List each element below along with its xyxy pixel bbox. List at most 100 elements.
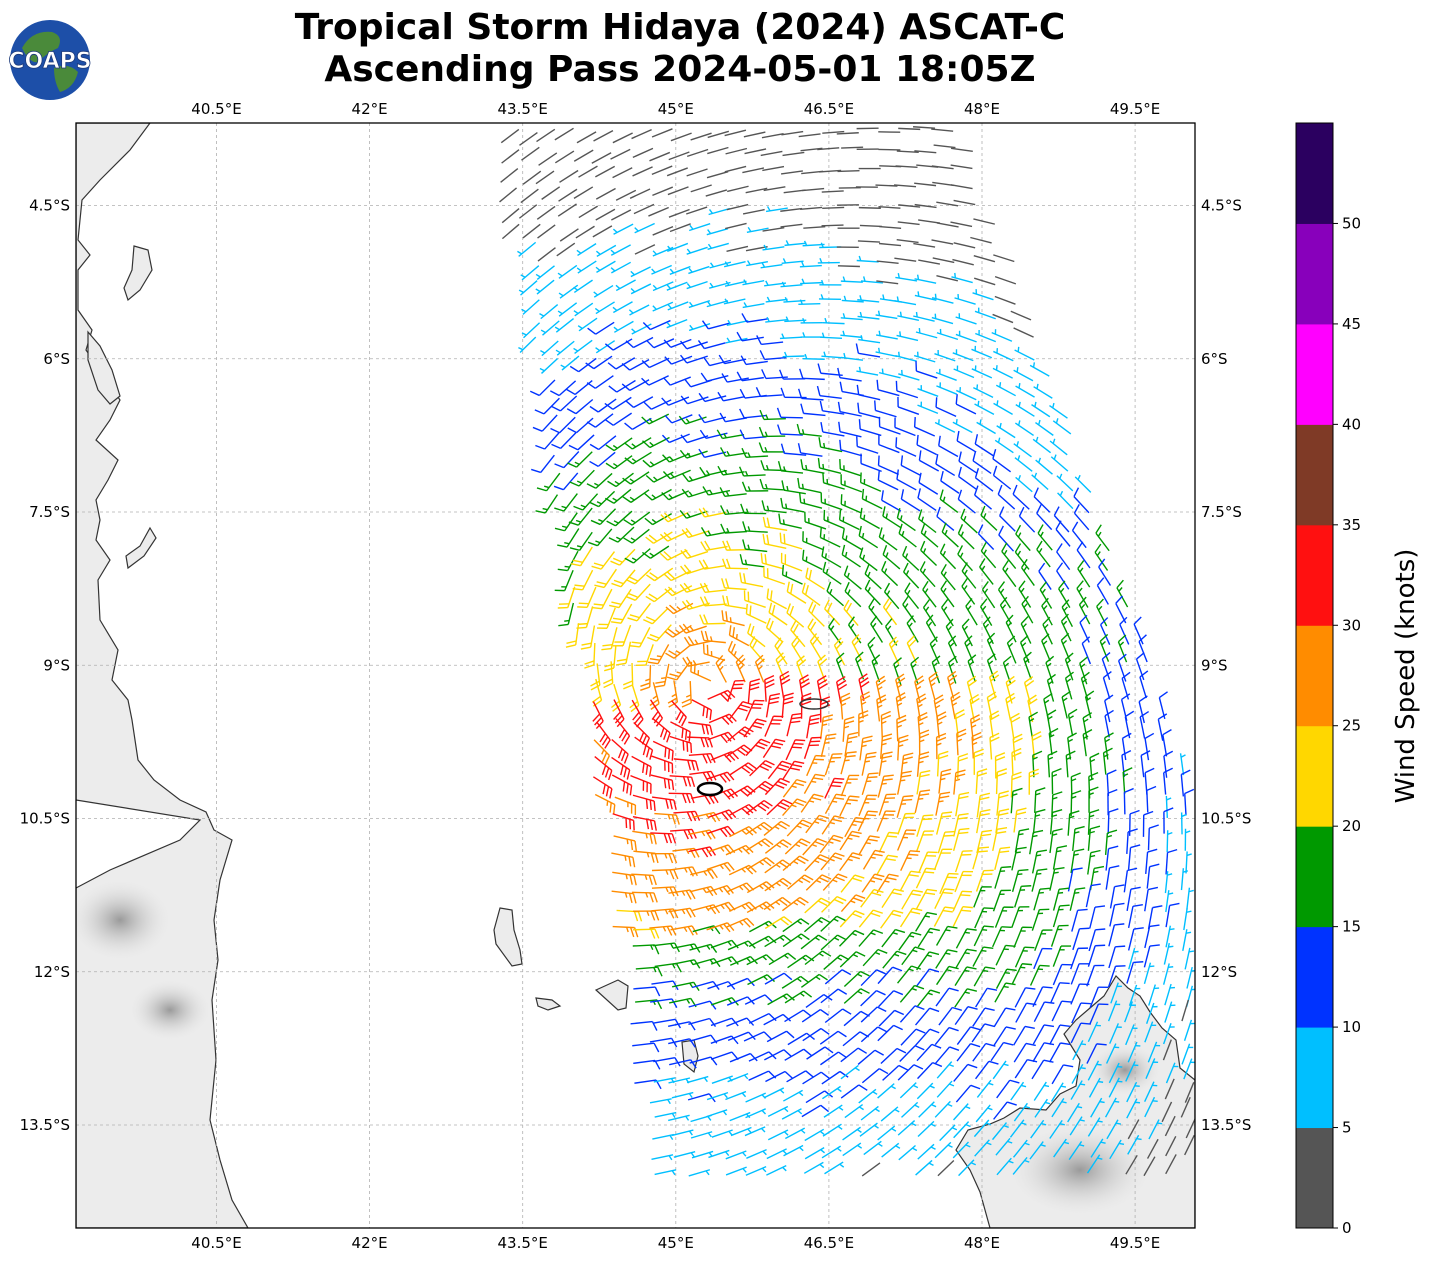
wind-barb-feather: [1090, 854, 1096, 858]
wind-barb: [953, 1064, 969, 1082]
wind-barb-feather: [793, 860, 799, 865]
wind-barb-feather: [908, 622, 913, 628]
wind-barb-feather: [1185, 830, 1191, 834]
wind-barb-feather: [610, 267, 616, 272]
wind-barb-feather: [919, 729, 930, 735]
wind-barb-feather: [1062, 639, 1068, 645]
wind-barb: [576, 131, 597, 144]
wind-barb-feather: [865, 755, 876, 759]
wind-barb-feather: [623, 767, 628, 778]
wind-barb-feather: [706, 644, 709, 655]
wind-barb-feather: [1055, 418, 1059, 424]
wind-barb-feather: [625, 400, 635, 408]
wind-barb-feather: [691, 866, 698, 877]
wind-barb-feather: [648, 534, 658, 542]
wind-barb-feather: [798, 840, 808, 847]
wind-barb-feather: [580, 504, 586, 508]
wind-barb-feather: [775, 652, 784, 661]
wind-barb-feather: [900, 515, 903, 521]
wind-barb-feather: [1093, 870, 1099, 874]
wind-barb-feather: [1018, 506, 1025, 517]
wind-barb: [914, 182, 937, 187]
wind-barb-feather: [683, 927, 688, 933]
wind-barb-feather: [720, 904, 725, 910]
wind-barb-feather: [799, 855, 809, 862]
lon-tick-label: 45°E: [658, 100, 694, 118]
wind-barb-feather: [1036, 540, 1043, 550]
wind-barb-feather: [722, 595, 726, 606]
wind-barb: [1031, 1059, 1045, 1080]
wind-barb-feather: [910, 656, 920, 665]
wind-barb-feather: [1114, 902, 1125, 906]
wind-barb-feather: [549, 390, 560, 397]
wind-barb-feather: [681, 890, 686, 896]
wind-barb: [781, 130, 804, 136]
wind-barb-feather: [751, 639, 758, 649]
wind-barb-feather: [838, 421, 841, 432]
wind-barb-feather: [1059, 904, 1070, 907]
wind-barb: [560, 432, 577, 449]
wind-barb-feather: [818, 658, 828, 666]
wind-barb-feather: [649, 572, 659, 579]
wind-barb-feather: [837, 367, 841, 378]
wind-barb-feather: [1061, 599, 1070, 608]
wind-barb-feather: [816, 385, 821, 396]
wind-barb-feather: [780, 777, 790, 783]
wind-barb-feather: [912, 1147, 918, 1152]
wind-barb-feather: [740, 503, 745, 514]
wind-barb-feather: [894, 664, 900, 669]
wind-barb-feather: [949, 662, 955, 667]
wind-barb-feather: [958, 753, 969, 758]
wind-barb-feather: [666, 732, 671, 743]
wind-barb: [1050, 982, 1061, 1004]
wind-barb: [934, 1046, 951, 1065]
wind-barb-feather: [895, 673, 905, 681]
wind-barb: [822, 410, 845, 415]
wind-barb-feather: [913, 417, 916, 428]
wind-barb-feather: [1124, 710, 1135, 718]
wind-barb-feather: [837, 934, 847, 941]
wind-barb-feather: [1073, 853, 1079, 856]
wind-barb-feather: [1071, 790, 1082, 795]
wind-barb-feather: [766, 974, 776, 983]
wind-barb-feather: [985, 966, 996, 970]
wind-barb: [760, 394, 783, 398]
wind-barb-feather: [1067, 732, 1077, 739]
wind-barb: [973, 277, 996, 286]
wind-barb-feather: [660, 514, 669, 523]
wind-barb-feather: [917, 703, 923, 708]
wind-barb: [746, 318, 769, 323]
wind-barb-feather: [914, 1104, 920, 1108]
wind-barb-feather: [974, 485, 979, 496]
wind-barb-feather: [762, 1150, 767, 1156]
wind-barb-feather: [709, 282, 714, 288]
wind-barb: [877, 966, 894, 985]
wind-barb-feather: [590, 680, 600, 687]
wind-barb: [1101, 658, 1111, 680]
wind-barb-feather: [810, 713, 821, 718]
wind-barb-feather: [539, 312, 545, 317]
wind-barb-feather: [901, 770, 912, 774]
wind-barb-feather: [1053, 871, 1059, 874]
wind-barb: [860, 969, 877, 987]
wind-barb-feather: [793, 639, 801, 648]
wind-barb-feather: [763, 821, 773, 829]
wind-barb-feather: [854, 874, 865, 879]
wind-barb: [761, 341, 784, 346]
wind-barb-feather: [965, 1144, 971, 1148]
wind-barb: [857, 240, 880, 243]
wind-barb-feather: [816, 817, 827, 823]
wind-barb-feather: [1024, 1159, 1030, 1163]
wind-barb-feather: [649, 766, 652, 777]
wind-barb-feather: [983, 925, 994, 928]
wind-barb-feather: [918, 715, 928, 722]
wind-barb-feather: [722, 540, 728, 551]
globe-land-shape: [22, 31, 60, 63]
wind-barb-feather: [1003, 1041, 1014, 1046]
wind-barb-feather: [749, 605, 752, 616]
wind-barb: [1071, 530, 1087, 549]
wind-barb-feather: [835, 876, 845, 882]
wind-barb-feather: [843, 295, 847, 301]
wind-barb-feather: [1071, 778, 1077, 782]
wind-barb: [954, 1006, 969, 1026]
